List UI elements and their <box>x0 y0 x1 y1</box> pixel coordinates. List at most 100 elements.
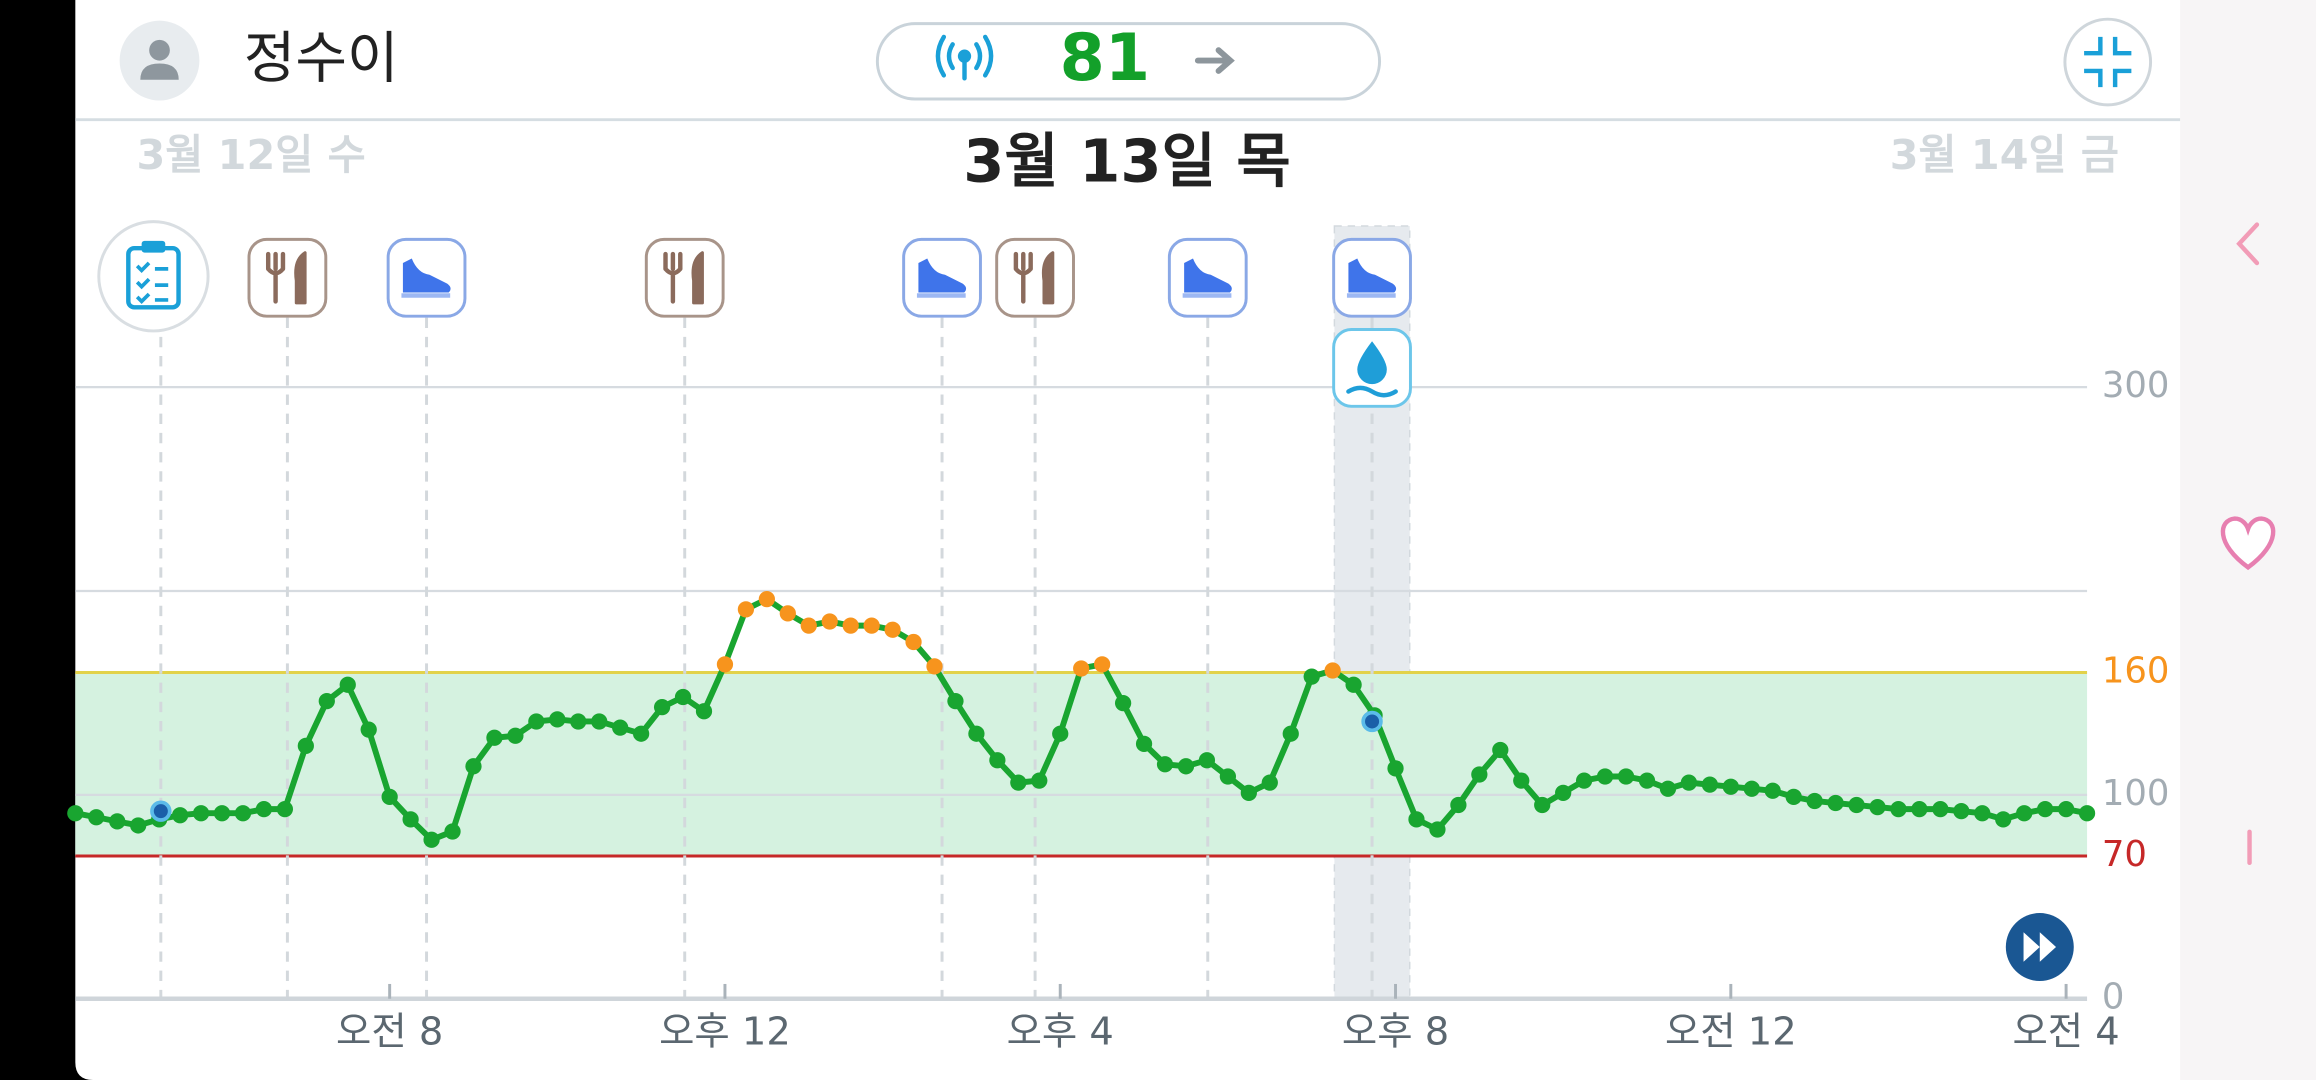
fork <box>265 251 286 304</box>
event-icon[interactable] <box>1332 327 1412 408</box>
meal-bg <box>644 237 725 318</box>
glucose-dot <box>1135 735 1153 753</box>
fast-forward-icon <box>2023 932 2057 962</box>
x-tick-label: 오후 8 <box>1342 1010 1449 1055</box>
glucose-dot <box>213 805 231 822</box>
x-tick-label: 오후 12 <box>659 1010 791 1055</box>
glucose-dot <box>1031 772 1048 789</box>
glucose-dot <box>926 658 943 675</box>
clipboard-clip <box>141 240 166 253</box>
glucose-dot <box>716 656 734 673</box>
glucose-dot <box>612 719 629 736</box>
glucose-dot <box>1869 798 1886 816</box>
glucose-dot <box>1094 656 1111 673</box>
glucose-dot <box>591 713 608 730</box>
glucose-dot <box>674 688 692 706</box>
glucose-dot <box>1219 768 1237 785</box>
glucose-dot <box>276 801 294 818</box>
event-icon[interactable] <box>1167 237 1248 318</box>
glucose-dot <box>1010 774 1027 791</box>
glucose-dot <box>465 758 482 775</box>
glucose-dot <box>2057 801 2075 818</box>
glucose-dot <box>1177 758 1195 775</box>
glucose-dot <box>1156 756 1174 773</box>
event-icon[interactable] <box>1332 237 1412 318</box>
glucose-dot <box>67 805 84 822</box>
checklist <box>135 261 169 305</box>
glucose-dot <box>1617 768 1635 785</box>
collapse-side[interactable] <box>2236 222 2260 266</box>
glucose-dot <box>1995 811 2012 828</box>
event-icon[interactable] <box>386 237 467 318</box>
signal-icon <box>935 34 994 81</box>
event-icon[interactable] <box>644 237 725 318</box>
glucose-dot <box>1638 772 1656 789</box>
glucose-dot <box>1932 801 1949 818</box>
glucose-dot <box>1555 784 1572 801</box>
glucose-dot <box>528 713 545 730</box>
glucose-dot <box>1743 780 1760 797</box>
event-icon[interactable] <box>247 237 328 318</box>
glucose-dot <box>1722 778 1739 795</box>
avatar[interactable] <box>119 20 200 101</box>
glucose-dot <box>88 809 105 826</box>
glucose-dot <box>1429 821 1446 838</box>
glucose-dot <box>1450 796 1467 814</box>
glucose-dot <box>402 811 419 828</box>
droplet <box>1357 341 1387 385</box>
event-icon[interactable] <box>995 237 1075 318</box>
glucose-dot <box>2078 805 2096 822</box>
glucose-dot <box>1073 660 1090 677</box>
meal-bg <box>995 237 1075 318</box>
current-date: 3월 13일 목 <box>963 127 1290 196</box>
glucose-dot <box>1408 811 1425 828</box>
glucose-dot <box>653 699 671 716</box>
next-date[interactable]: 3월 14일 금 <box>1890 131 2119 179</box>
glucose-dot <box>695 703 713 720</box>
glucose-dot <box>549 711 566 728</box>
y-tick-label: 100 <box>2102 773 2170 814</box>
glucose-dot <box>255 801 273 818</box>
glucose-dot <box>1471 766 1488 783</box>
minimize-icon <box>2084 36 2132 88</box>
x-tick-label: 오전 8 <box>336 1010 443 1055</box>
glucose-dot <box>1701 776 1718 793</box>
glucose-dot <box>1576 772 1593 789</box>
glucose-dot <box>1806 792 1823 810</box>
reading-marker <box>150 800 172 822</box>
reading-marker <box>1361 710 1383 733</box>
shoe <box>402 258 451 293</box>
glucose-dot <box>842 617 859 634</box>
glucose-dot <box>234 805 252 822</box>
glucose-dot <box>1303 668 1320 685</box>
event-icon[interactable] <box>902 237 982 318</box>
minimize-button[interactable] <box>2063 17 2153 107</box>
wave <box>1346 385 1398 398</box>
event-icon[interactable] <box>97 220 210 333</box>
glucose-dot <box>1198 752 1216 769</box>
glucose-dot <box>1261 774 1278 791</box>
shoe <box>1184 258 1232 293</box>
glucose-dot <box>507 727 524 744</box>
previous-date[interactable]: 3월 12일 수 <box>136 131 365 179</box>
value-pill[interactable] <box>875 22 1382 101</box>
glucose-dot <box>989 752 1006 769</box>
glucose-dot <box>1596 768 1614 785</box>
glucose-dot <box>1785 788 1802 806</box>
glucose-dot <box>192 805 210 822</box>
shoe <box>1348 258 1397 293</box>
heart[interactable] <box>2220 516 2276 571</box>
current-value: 81 <box>1060 21 1150 96</box>
glucose-dot <box>779 605 796 622</box>
glucose-dot <box>1324 662 1341 679</box>
clipboard <box>126 245 181 310</box>
glucose-dot <box>1513 772 1530 789</box>
glucose-dot <box>947 692 964 710</box>
glucose-dot <box>1848 796 1865 814</box>
glucose-dot <box>423 831 440 848</box>
glucose-dot <box>1114 694 1132 712</box>
meal-bg <box>247 237 328 318</box>
glucose-chart: 오전 8 오후 12 오후 4 오후 8 오전 12 오전 40 70 100 160 300 <box>67 220 2170 1055</box>
